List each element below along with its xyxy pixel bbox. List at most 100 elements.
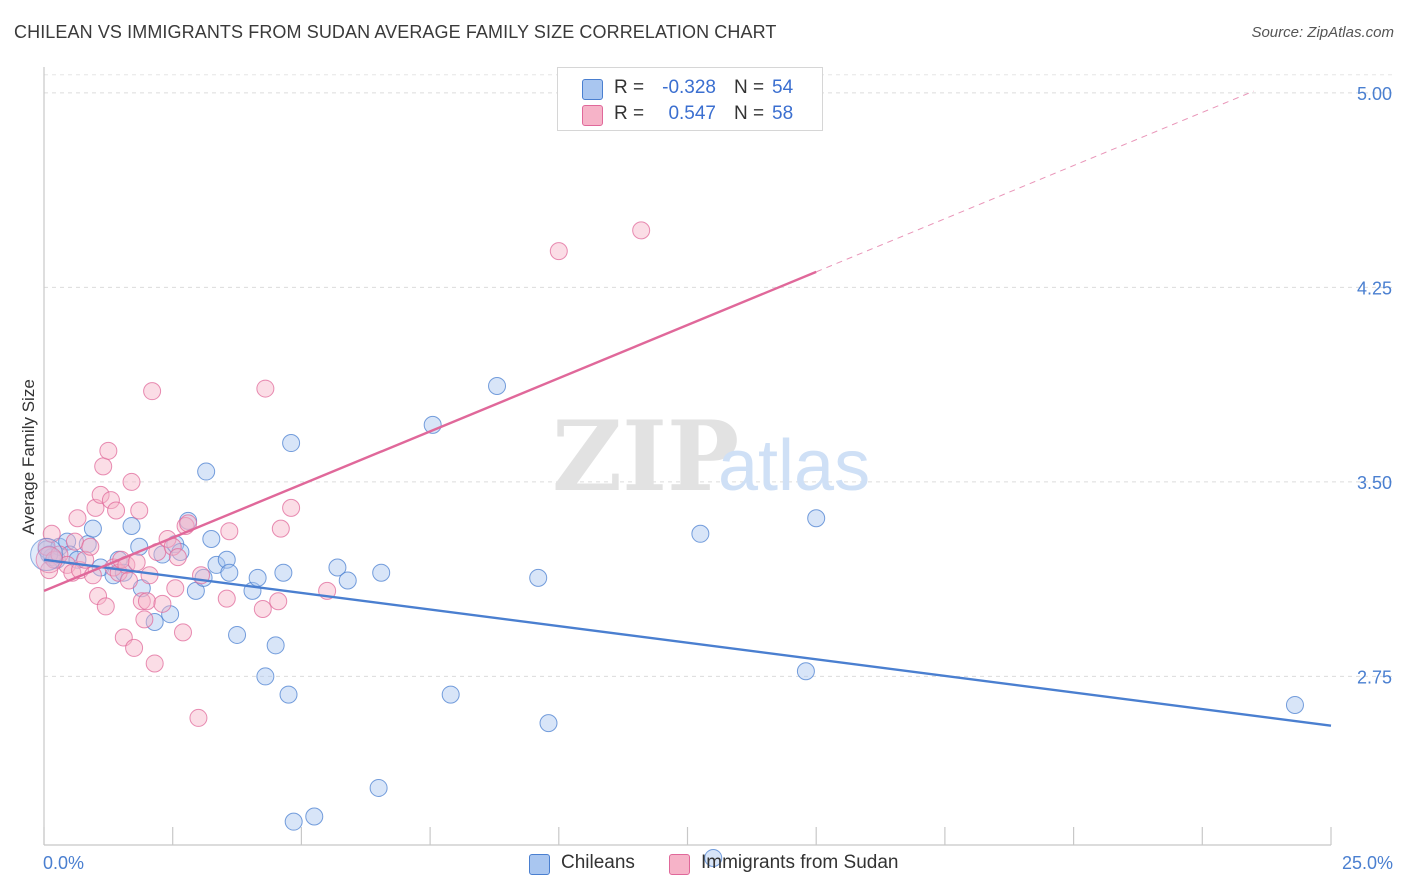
sudan-point	[549, 242, 568, 261]
chileans-point	[305, 807, 324, 826]
sudan-point	[173, 623, 192, 642]
watermark: ZIP atlas	[552, 400, 870, 513]
chileans-point	[1285, 695, 1304, 714]
chileans-point	[441, 685, 460, 704]
y-tick-label: 3.50	[1357, 473, 1392, 493]
sudan-point	[143, 382, 162, 401]
sudan-point	[127, 553, 146, 572]
chileans-point	[161, 605, 180, 624]
sudan-point	[65, 532, 84, 551]
chileans-point	[202, 529, 221, 548]
data-points	[30, 221, 1304, 867]
legend-r-value: 0.547	[668, 103, 716, 124]
sudan-point	[253, 600, 272, 619]
legend-row-sudan: R = 0.547 N = 58	[558, 102, 822, 128]
chileans-point	[282, 434, 301, 453]
series-label-chileans: Chileans	[561, 852, 635, 873]
sudan-point	[256, 379, 275, 398]
sudan-point	[50, 545, 69, 564]
series-legend: Chileans Immigrants from Sudan	[0, 852, 1406, 878]
sudan-point	[42, 524, 61, 543]
chileans-point	[372, 563, 391, 582]
sudan-point	[122, 472, 141, 491]
sudan-point	[189, 708, 208, 727]
sudan-point	[91, 485, 110, 504]
chileans-point	[488, 376, 507, 395]
chileans-point	[338, 571, 357, 590]
sudan-point	[125, 638, 144, 657]
sudan-point	[107, 501, 126, 520]
sudan-trend-extension	[816, 90, 1254, 273]
legend-n-value: 54	[772, 77, 794, 98]
chileans-point	[145, 612, 164, 631]
chileans-trend-line	[43, 558, 1332, 727]
series-swatch-chileans	[529, 854, 550, 875]
chart-source: Source: ZipAtlas.com	[1251, 24, 1394, 41]
chileans-point	[248, 568, 267, 587]
sudan-point	[81, 537, 100, 556]
x-tick-label-max: 25.0%	[1342, 853, 1393, 873]
chileans-point	[369, 778, 388, 797]
y-tick-label: 4.25	[1357, 278, 1392, 298]
chileans-point	[122, 517, 141, 536]
legend-r-label: R =	[614, 103, 645, 124]
sudan-point	[132, 592, 151, 611]
series-label-sudan: Immigrants from Sudan	[701, 852, 899, 873]
sudan-point	[89, 587, 108, 606]
legend-row-chileans: R = -0.328 N = 54	[558, 76, 822, 102]
sudan-point	[153, 594, 172, 613]
chileans-cluster-point	[30, 538, 64, 572]
legend-n-value: 58	[772, 103, 794, 124]
axes	[43, 67, 1332, 846]
y-tick-label: 2.75	[1357, 667, 1392, 687]
chileans-point	[256, 667, 275, 686]
legend-swatch-sudan	[582, 105, 603, 126]
chileans-point	[83, 519, 102, 538]
legend-r-value: -0.328	[662, 77, 716, 98]
chileans-point	[691, 524, 710, 543]
chileans-point	[274, 563, 293, 582]
chileans-point	[194, 568, 213, 587]
legend-swatch-chileans	[582, 79, 603, 100]
chileans-point	[796, 662, 815, 681]
sudan-point	[119, 571, 138, 590]
watermark-zip: ZIP	[552, 400, 739, 513]
chileans-point	[328, 558, 347, 577]
x-tick-labels: 0.0% 25.0%	[43, 853, 1393, 873]
trend-lines	[43, 90, 1332, 727]
sudan-point	[99, 441, 118, 460]
sudan-point	[217, 589, 236, 608]
chileans-point	[284, 812, 303, 831]
sudan-point	[271, 519, 290, 538]
sudan-point	[101, 491, 120, 510]
chileans-point	[266, 636, 285, 655]
watermark-atlas: atlas	[718, 426, 870, 506]
sudan-point	[68, 509, 87, 528]
chileans-point	[539, 714, 558, 733]
y-axis-title: Average Family Size	[19, 379, 38, 535]
legend-n-label: N =	[734, 77, 765, 98]
sudan-point	[168, 548, 187, 567]
series-swatch-sudan	[669, 854, 690, 875]
sudan-point	[282, 498, 301, 517]
chileans-point	[220, 563, 239, 582]
sudan-point	[220, 522, 239, 541]
sudan-point	[94, 457, 113, 476]
chileans-point	[807, 509, 826, 528]
sudan-point	[269, 592, 288, 611]
sudan-point	[96, 597, 115, 616]
chart-title: CHILEAN VS IMMIGRANTS FROM SUDAN AVERAGE…	[14, 22, 777, 42]
sudan-point	[166, 579, 185, 598]
sudan-trend-line	[43, 270, 817, 592]
sudan-point	[135, 610, 154, 629]
sudan-point	[137, 592, 156, 611]
legend-n-label: N =	[734, 103, 765, 124]
chileans-point	[529, 568, 548, 587]
y-tick-labels: 2.75 3.50 4.25 5.00	[1357, 84, 1392, 688]
legend-r-label: R =	[614, 77, 645, 98]
x-tick-label-min: 0.0%	[43, 853, 84, 873]
sudan-point	[130, 501, 149, 520]
correlation-legend: R = -0.328 N = 54 R = 0.547 N = 58	[557, 67, 823, 131]
chileans-point	[228, 625, 247, 644]
